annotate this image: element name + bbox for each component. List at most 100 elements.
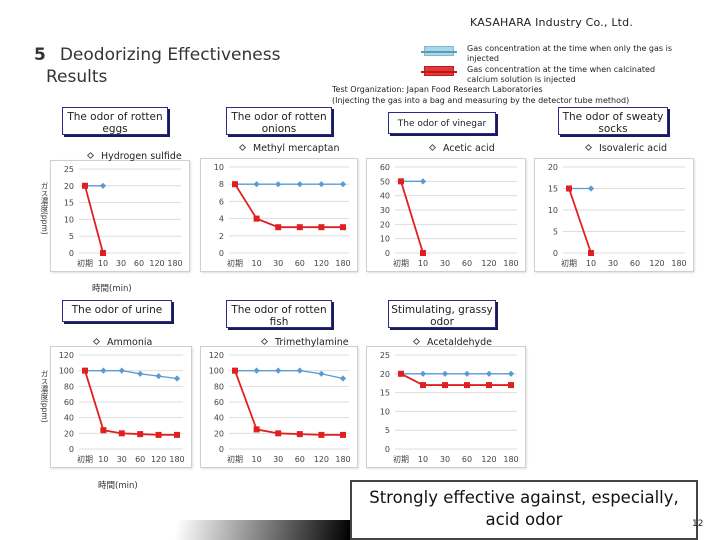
y-tick-label: 20 <box>64 429 74 438</box>
x-tick-label: 120 <box>481 259 496 268</box>
x-tick-label: 30 <box>273 259 283 268</box>
x-axis-time-label-bottom: 時間(min) <box>98 481 138 491</box>
data-point-calcium <box>340 431 346 438</box>
x-axis-time-label-top: 時間(min) <box>92 284 132 294</box>
data-point-gas-only <box>275 367 282 374</box>
diamond-icon <box>584 143 593 152</box>
y-tick-label: 8 <box>219 180 224 189</box>
data-point-gas-only <box>318 370 325 377</box>
y-tick-label: 40 <box>380 192 390 201</box>
y-tick-label: 10 <box>380 235 390 244</box>
data-point-gas-only <box>441 370 449 377</box>
data-point-gas-only <box>419 370 427 377</box>
x-tick-label: 30 <box>116 259 126 268</box>
x-tick-label: 30 <box>440 259 450 268</box>
legend-text-gas-only: Gas concentration at the time when only … <box>467 44 672 63</box>
y-tick-label: 0 <box>385 249 390 258</box>
y-tick-label: 15 <box>380 389 390 398</box>
data-point-gas-only <box>296 367 303 374</box>
data-point-gas-only <box>339 375 347 382</box>
x-tick-label: 60 <box>295 259 305 268</box>
series-line-gas-only <box>235 370 344 380</box>
x-tick-label: 初期 <box>561 258 577 268</box>
data-point-calcium <box>137 431 144 438</box>
title-line-2: Results <box>46 67 108 87</box>
odor-label-grassy: Stimulating, grassy odor <box>388 300 496 328</box>
company-name: KASAHARA Industry Co., Ltd. <box>470 16 634 29</box>
chem-label-methyl-mercaptan: Methyl mercaptan <box>238 143 340 154</box>
data-point-gas-only <box>118 367 125 374</box>
y-axis-label-top: ガス濃度(ppm) <box>40 182 49 235</box>
series-line-calcium <box>84 185 104 254</box>
x-tick-label: 180 <box>671 259 686 268</box>
test-method: (Injecting the gas into a bag and measur… <box>332 96 630 105</box>
x-tick-label: 10 <box>418 259 428 268</box>
x-tick-label: 30 <box>440 455 450 464</box>
data-point-calcium <box>253 215 260 222</box>
y-tick-label: 0 <box>553 249 558 258</box>
series-line-calcium <box>234 370 343 436</box>
x-tick-label: 60 <box>134 259 144 268</box>
x-tick-label: 120 <box>149 259 164 268</box>
chem-label-trimethylamine: Trimethylamine <box>260 337 349 348</box>
data-point-gas-only <box>507 370 515 377</box>
data-point-calcium <box>296 431 303 438</box>
x-tick-label: 120 <box>649 259 664 268</box>
y-tick-label: 100 <box>59 367 74 376</box>
y-tick-label: 60 <box>380 163 390 172</box>
data-point-calcium <box>82 367 88 374</box>
y-tick-label: 4 <box>219 215 224 224</box>
x-tick-label: 10 <box>252 455 262 464</box>
data-point-gas-only <box>463 370 471 377</box>
y-tick-label: 25 <box>380 351 390 360</box>
x-tick-label: 120 <box>151 455 166 464</box>
y-tick-label: 15 <box>64 199 74 208</box>
y-tick-label: 40 <box>64 414 74 423</box>
data-point-calcium <box>420 382 426 389</box>
test-organization: Test Organization: Japan Food Research L… <box>332 85 543 94</box>
x-tick-label: 初期 <box>227 258 243 268</box>
data-point-gas-only <box>587 185 595 192</box>
y-tick-label: 5 <box>553 228 558 237</box>
x-tick-label: 10 <box>98 455 108 464</box>
data-point-calcium <box>155 431 162 438</box>
x-tick-label: 120 <box>314 455 329 464</box>
x-tick-label: 初期 <box>77 454 93 464</box>
x-tick-label: 120 <box>481 455 496 464</box>
data-point-gas-only <box>253 367 260 374</box>
y-axis-label-bottom: ガス濃度(ppm) <box>40 370 49 423</box>
x-tick-label: 60 <box>462 455 472 464</box>
series-line-calcium <box>234 183 343 229</box>
y-tick-label: 0 <box>219 445 224 454</box>
legend-swatch-calcium <box>421 66 457 76</box>
data-point-gas-only <box>419 178 427 185</box>
data-point-calcium <box>340 224 346 231</box>
y-tick-label: 20 <box>64 182 74 191</box>
data-point-calcium <box>464 382 470 389</box>
y-tick-label: 2 <box>219 232 224 241</box>
chart-svg-5: 0 20 40 60 80 100 120 初期 10 30 60 120 180 <box>209 351 351 464</box>
diamond-icon <box>260 337 269 346</box>
data-point-gas-only <box>485 370 493 377</box>
x-tick-label: 10 <box>98 259 108 268</box>
chart-trimethylamine: 0 20 40 60 80 100 120 初期 10 30 60 120 180 <box>200 346 358 468</box>
x-tick-label: 初期 <box>77 258 93 268</box>
data-point-calcium <box>82 182 88 189</box>
y-tick-label: 5 <box>385 426 390 435</box>
y-tick-label: 0 <box>69 249 74 258</box>
x-tick-label: 60 <box>462 259 472 268</box>
y-tick-label: 20 <box>380 370 390 379</box>
y-tick-label: 50 <box>380 177 390 186</box>
series-line-calcium <box>568 188 592 254</box>
x-tick-label: 初期 <box>227 454 243 464</box>
odor-label-rotten-eggs: The odor of rotten eggs <box>62 107 168 135</box>
series-line-calcium <box>400 181 424 254</box>
x-tick-label: 180 <box>335 455 350 464</box>
data-point-calcium <box>253 426 260 433</box>
y-tick-label: 10 <box>64 215 74 224</box>
y-tick-label: 20 <box>214 429 224 438</box>
data-point-calcium <box>398 370 404 377</box>
x-tick-label: 180 <box>169 455 184 464</box>
x-tick-label: 180 <box>503 455 518 464</box>
